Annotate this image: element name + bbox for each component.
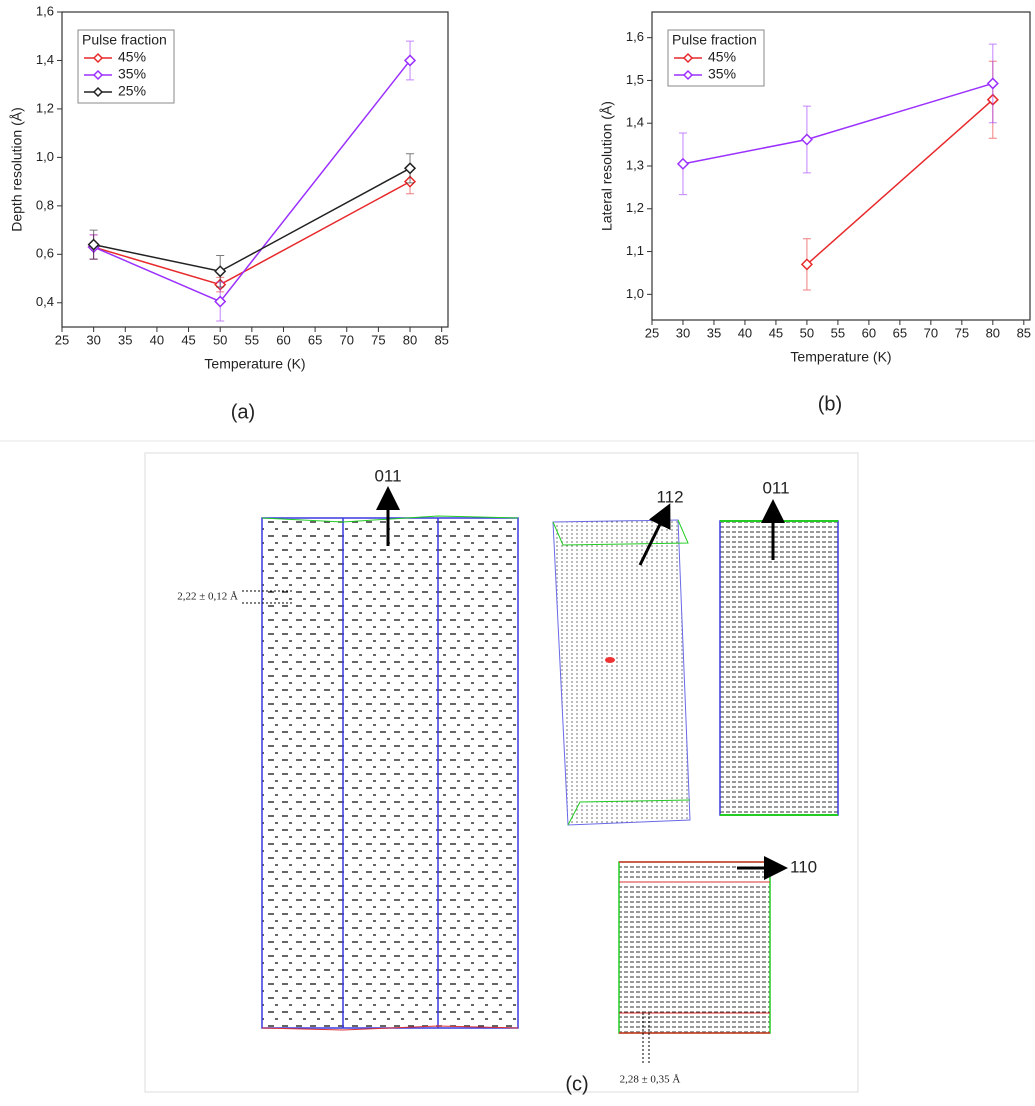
x-tick-label: 45 (769, 325, 783, 340)
y-tick-label: 1,5 (626, 72, 644, 87)
x-tick-label: 40 (150, 332, 164, 347)
direction-arrows (376, 486, 788, 880)
x-axis-label: Temperature (K) (204, 356, 305, 372)
x-tick-label: 40 (738, 325, 752, 340)
x-tick-label: 30 (86, 332, 100, 347)
legend-marker (682, 52, 694, 64)
data-point (214, 265, 227, 278)
y-tick-label: 1,4 (36, 52, 54, 67)
legend-label: 35% (708, 66, 736, 82)
x-tick-label: 55 (831, 325, 845, 340)
y-tick-label: 1,6 (36, 3, 54, 18)
direction-label: 110 (790, 857, 817, 876)
legend-title: Pulse fraction (82, 32, 167, 48)
direction-label: 011 (374, 466, 401, 485)
x-tick-label: 75 (371, 332, 385, 347)
x-tick-label: 80 (986, 325, 1000, 340)
y-tick-label: 1,4 (626, 115, 644, 130)
panel-label: (b) (818, 393, 842, 415)
legend-box (77, 29, 175, 104)
y-tick-label: 1,3 (626, 157, 644, 172)
x-tick-label: 55 (245, 332, 259, 347)
y-tick-label: 1,1 (626, 243, 644, 258)
legend-marker (682, 69, 694, 81)
panel-label: (c) (565, 1073, 588, 1095)
reconstruction-volume (242, 515, 519, 1031)
y-tick-label: 1,2 (626, 200, 644, 215)
plot-frame (61, 11, 449, 328)
series-line (93, 180, 411, 286)
series-line (806, 99, 994, 265)
x-tick-label: 25 (55, 332, 69, 347)
data-point (676, 157, 690, 170)
reconstruction-volume (719, 520, 839, 816)
legend-marker (92, 52, 104, 64)
x-tick-label: 75 (955, 325, 969, 340)
legend-label: 45% (708, 49, 736, 65)
x-tick-label: 50 (213, 332, 227, 347)
series-line (93, 167, 411, 273)
x-tick-label: 25 (645, 325, 659, 340)
y-tick-label: 1,0 (36, 149, 54, 164)
panel-label: (a) (231, 401, 255, 423)
x-tick-label: 85 (1017, 325, 1031, 340)
legend-marker (92, 69, 104, 81)
x-tick-label: 45 (181, 332, 195, 347)
y-tick-label: 1,6 (626, 29, 644, 44)
direction-label: 011 (762, 478, 789, 497)
spacing-label: 2,28 ± 0,35 Å (620, 1074, 681, 1086)
x-tick-label: 70 (924, 325, 938, 340)
y-tick-label: 0,4 (36, 294, 54, 309)
data-point (800, 258, 813, 271)
data-point (214, 295, 227, 308)
x-axis-label: Temperature (K) (790, 349, 891, 365)
x-tick-label: 60 (862, 325, 876, 340)
reconstruction-volume (618, 861, 771, 1064)
x-tick-label: 60 (276, 332, 290, 347)
y-axis-label: Lateral resolution (Å) (599, 101, 615, 231)
x-tick-label: 35 (118, 332, 132, 347)
direction-label: 112 (656, 487, 683, 506)
legend-label: 25% (118, 83, 146, 99)
series-line (682, 82, 994, 165)
y-tick-label: 0,8 (36, 197, 54, 212)
data-point (986, 77, 999, 90)
y-tick-label: 1,0 (626, 286, 644, 301)
y-tick-label: 0,6 (36, 246, 54, 261)
x-tick-label: 30 (676, 325, 690, 340)
x-tick-label: 85 (434, 332, 448, 347)
data-point (87, 238, 100, 251)
data-point (403, 54, 417, 67)
legend-marker (92, 86, 104, 98)
spacing-label: 2,22 ± 0,12 Å (177, 591, 238, 603)
x-tick-label: 50 (800, 325, 814, 340)
reconstruction-volume (552, 519, 691, 826)
x-tick-label: 65 (308, 332, 322, 347)
x-tick-label: 65 (893, 325, 907, 340)
y-axis-label: Depth resolution (Å) (9, 107, 25, 232)
x-tick-label: 70 (340, 332, 354, 347)
y-tick-label: 1,2 (36, 100, 54, 115)
panel-frame (144, 452, 859, 1093)
x-tick-label: 35 (707, 325, 721, 340)
data-point (800, 133, 813, 146)
legend-title: Pulse fraction (672, 32, 757, 48)
legend-label: 35% (118, 66, 146, 82)
legend-label: 45% (118, 49, 146, 65)
data-point (403, 162, 417, 175)
x-tick-label: 80 (403, 332, 417, 347)
